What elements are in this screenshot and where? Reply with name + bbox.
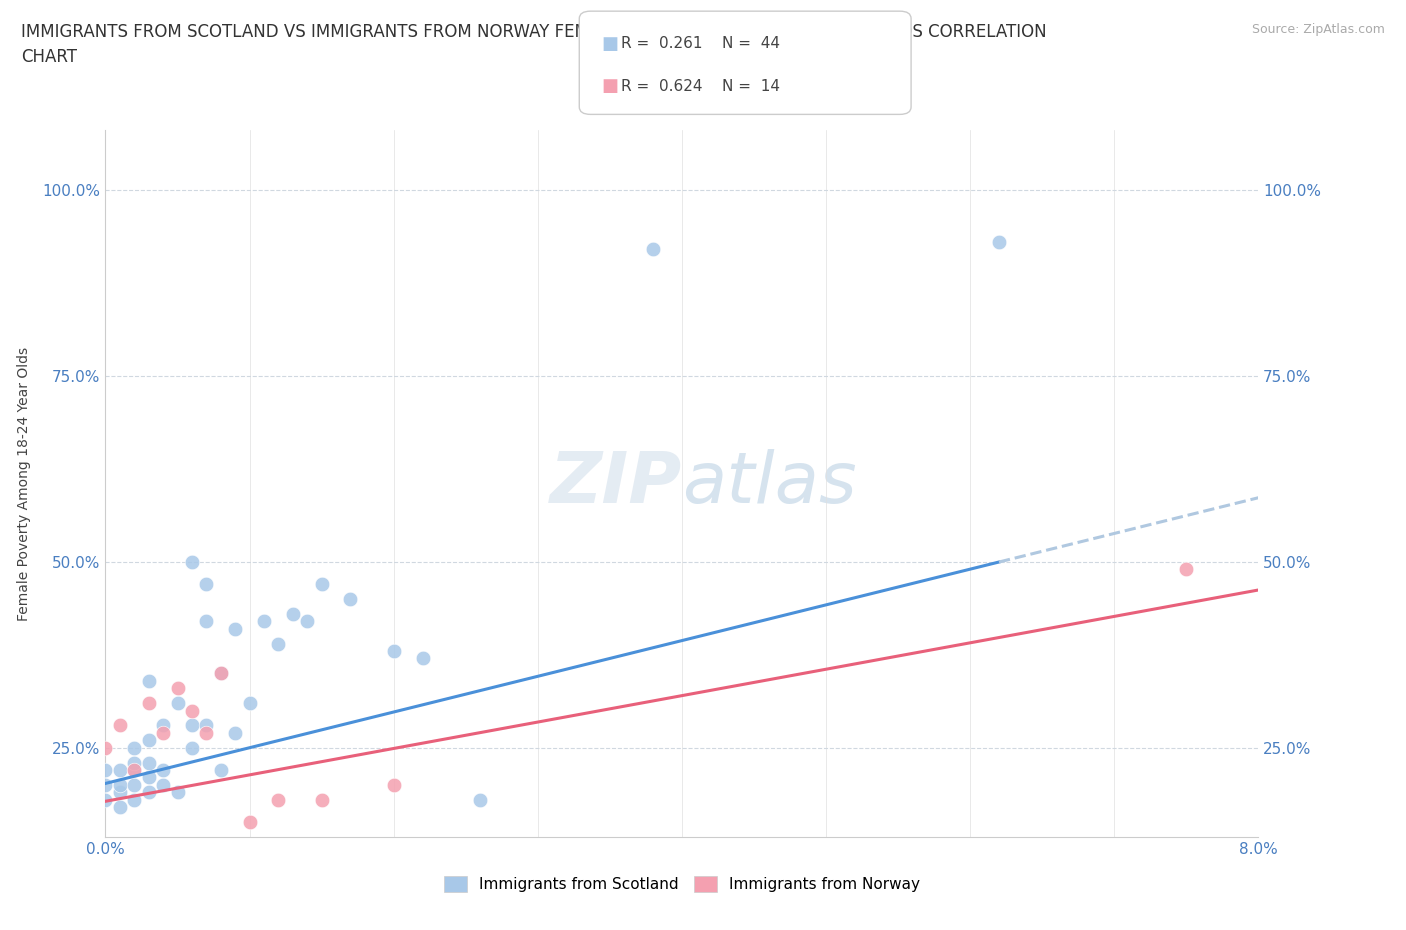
- Text: atlas: atlas: [682, 449, 856, 518]
- Point: [124, 740, 146, 755]
- Point: [124, 763, 146, 777]
- Text: IMMIGRANTS FROM SCOTLAND VS IMMIGRANTS FROM NORWAY FEMALE POVERTY AMONG 18-24 YE: IMMIGRANTS FROM SCOTLAND VS IMMIGRANTS F…: [21, 23, 1046, 66]
- Point: [138, 696, 160, 711]
- Point: [209, 666, 232, 681]
- Point: [152, 763, 174, 777]
- Point: [412, 651, 434, 666]
- Text: ZIP: ZIP: [550, 449, 682, 518]
- Point: [181, 718, 204, 733]
- Point: [108, 800, 131, 815]
- Point: [138, 770, 160, 785]
- Point: [224, 725, 246, 740]
- Point: [166, 681, 188, 696]
- Point: [181, 703, 204, 718]
- Point: [195, 614, 218, 629]
- Point: [94, 777, 117, 792]
- Point: [988, 234, 1011, 249]
- Text: Source: ZipAtlas.com: Source: ZipAtlas.com: [1251, 23, 1385, 36]
- Point: [224, 621, 246, 636]
- Point: [152, 777, 174, 792]
- Point: [297, 614, 319, 629]
- Point: [124, 755, 146, 770]
- Point: [152, 725, 174, 740]
- Point: [108, 718, 131, 733]
- Point: [166, 785, 188, 800]
- Point: [138, 785, 160, 800]
- Point: [94, 792, 117, 807]
- Point: [195, 577, 218, 591]
- Point: [253, 614, 276, 629]
- Point: [209, 666, 232, 681]
- Text: R =  0.624    N =  14: R = 0.624 N = 14: [621, 79, 780, 94]
- Text: ■: ■: [602, 77, 619, 96]
- Point: [470, 792, 492, 807]
- Point: [108, 763, 131, 777]
- Text: R =  0.261    N =  44: R = 0.261 N = 44: [621, 36, 780, 51]
- Point: [108, 777, 131, 792]
- Point: [138, 755, 160, 770]
- Point: [1175, 562, 1198, 577]
- Point: [382, 777, 405, 792]
- Point: [311, 577, 333, 591]
- Point: [281, 606, 304, 621]
- Point: [195, 725, 218, 740]
- Y-axis label: Female Poverty Among 18-24 Year Olds: Female Poverty Among 18-24 Year Olds: [17, 347, 31, 620]
- Point: [138, 733, 160, 748]
- Point: [181, 740, 204, 755]
- Point: [641, 242, 665, 257]
- Point: [267, 636, 290, 651]
- Point: [181, 554, 204, 569]
- Legend: Immigrants from Scotland, Immigrants from Norway: Immigrants from Scotland, Immigrants fro…: [436, 869, 928, 900]
- Point: [195, 718, 218, 733]
- Point: [124, 792, 146, 807]
- Point: [108, 785, 131, 800]
- Point: [138, 673, 160, 688]
- Point: [209, 763, 232, 777]
- Point: [94, 740, 117, 755]
- Point: [267, 792, 290, 807]
- Point: [239, 815, 262, 830]
- Point: [166, 696, 188, 711]
- Point: [239, 696, 262, 711]
- Point: [94, 763, 117, 777]
- Text: ■: ■: [602, 34, 619, 53]
- Point: [311, 792, 333, 807]
- Point: [382, 644, 405, 658]
- Point: [339, 591, 361, 606]
- Point: [124, 777, 146, 792]
- Point: [124, 763, 146, 777]
- Point: [152, 718, 174, 733]
